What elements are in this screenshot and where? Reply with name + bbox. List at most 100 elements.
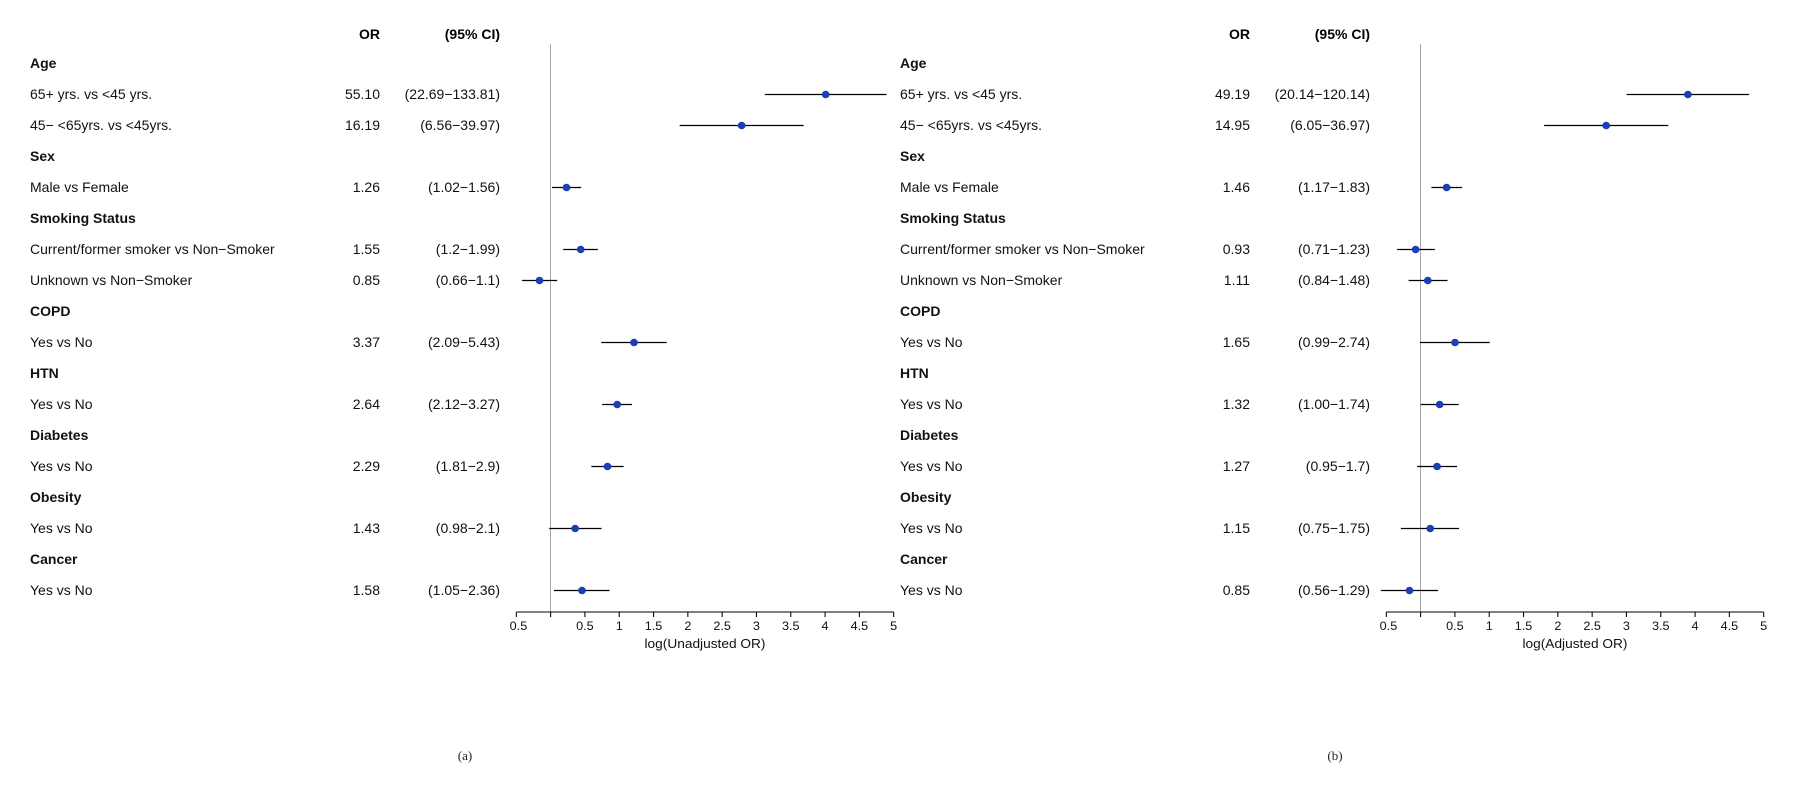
ci-value	[1258, 482, 1370, 513]
or-value: 2.29	[320, 451, 380, 482]
or-value: 0.85	[1190, 575, 1250, 606]
ci-value: (22.69−133.81)	[388, 79, 500, 110]
row-label: Yes vs No	[30, 575, 320, 606]
or-value	[1190, 544, 1250, 575]
x-tick-label: 1	[616, 619, 623, 633]
ci-header-a: (95% CI)	[388, 20, 500, 48]
or-value	[320, 203, 380, 234]
or-marker	[1427, 525, 1434, 531]
or-marker	[614, 401, 621, 407]
forest-table-a: Age65+ yrs. vs <45 yrs.45− <65yrs. vs <4…	[30, 20, 900, 730]
or-value: 14.95	[1190, 110, 1250, 141]
text-columns-b: Age65+ yrs. vs <45 yrs.45− <65yrs. vs <4…	[900, 20, 1370, 730]
group-header: Sex	[30, 141, 320, 172]
x-tick-label: 3.5	[1652, 619, 1670, 633]
row-label: Yes vs No	[900, 327, 1190, 358]
ci-value: (0.75−1.75)	[1258, 513, 1370, 544]
or-header-a: OR	[320, 20, 380, 48]
or-value	[1190, 482, 1250, 513]
or-value: 16.19	[320, 110, 380, 141]
or-value: 0.85	[320, 265, 380, 296]
ci-value: (20.14−120.14)	[1258, 79, 1370, 110]
or-marker	[536, 277, 543, 283]
col-ci-a: (95% CI) (22.69−133.81)(6.56−39.97) (1.02…	[380, 20, 500, 730]
or-value: 1.55	[320, 234, 380, 265]
ci-value	[1258, 420, 1370, 451]
row-label: Yes vs No	[900, 389, 1190, 420]
or-value: 1.43	[320, 513, 380, 544]
x-tick-label: 2	[1554, 619, 1561, 633]
or-marker	[1452, 339, 1459, 345]
ci-value: (1.00−1.74)	[1258, 389, 1370, 420]
text-columns-a: Age65+ yrs. vs <45 yrs.45− <65yrs. vs <4…	[30, 20, 500, 730]
row-label: 45− <65yrs. vs <45yrs.	[30, 110, 320, 141]
ci-value: (6.05−36.97)	[1258, 110, 1370, 141]
group-header: Diabetes	[900, 420, 1190, 451]
x-tick-label: 2	[684, 619, 691, 633]
col-label-header-a	[30, 20, 320, 48]
x-tick-label: 1.5	[1515, 619, 1533, 633]
group-header: Cancer	[30, 544, 320, 575]
or-value	[1190, 296, 1250, 327]
or-marker	[1434, 463, 1441, 469]
or-marker	[1406, 587, 1413, 593]
or-marker	[1685, 91, 1692, 97]
x-axis-label: log(Unadjusted OR)	[645, 636, 766, 651]
or-value: 1.32	[1190, 389, 1250, 420]
ci-value: (6.56−39.97)	[388, 110, 500, 141]
row-label: Unknown vs Non−Smoker	[900, 265, 1190, 296]
group-header: COPD	[900, 296, 1190, 327]
x-tick-label: 2.5	[713, 619, 731, 633]
or-value: 1.58	[320, 575, 380, 606]
or-marker	[577, 246, 584, 252]
group-header: Obesity	[900, 482, 1190, 513]
ci-value	[1258, 203, 1370, 234]
ci-value	[1258, 296, 1370, 327]
caption-b: (b)	[900, 748, 1770, 764]
or-value	[320, 296, 380, 327]
ci-value: (1.2−1.99)	[388, 234, 500, 265]
x-tick-label: 0.5	[1446, 619, 1464, 633]
or-value: 1.11	[1190, 265, 1250, 296]
caption-a: (a)	[30, 748, 900, 764]
or-value: 1.65	[1190, 327, 1250, 358]
ci-value	[388, 48, 500, 79]
x-tick-label: 4	[1692, 619, 1699, 633]
or-value: 3.37	[320, 327, 380, 358]
ci-value: (1.05−2.36)	[388, 575, 500, 606]
col-ci-b: (95% CI) (20.14−120.14)(6.05−36.97)(1.17…	[1250, 20, 1370, 730]
ci-value	[388, 358, 500, 389]
plot-area-b: -0.50.511.522.533.544.55log(Adjusted OR)	[1380, 20, 1770, 730]
row-label: Current/former smoker vs Non−Smoker	[900, 234, 1190, 265]
or-marker	[1424, 277, 1431, 283]
forest-plot-panel-a: Age65+ yrs. vs <45 yrs.45− <65yrs. vs <4…	[30, 20, 900, 792]
group-header: HTN	[900, 358, 1190, 389]
or-value	[320, 141, 380, 172]
or-marker	[572, 525, 579, 531]
ci-value: (0.99−2.74)	[1258, 327, 1370, 358]
or-value: 1.46	[1190, 172, 1250, 203]
or-marker	[738, 122, 745, 128]
col-or-b: OR 49.1914.951.460.931.111.651.321.271.1…	[1190, 20, 1250, 730]
or-value: 55.10	[320, 79, 380, 110]
ci-value: (0.71−1.23)	[1258, 234, 1370, 265]
ci-value	[388, 420, 500, 451]
group-header: Smoking Status	[30, 203, 320, 234]
row-label: Yes vs No	[30, 327, 320, 358]
or-value	[1190, 358, 1250, 389]
or-value: 49.19	[1190, 79, 1250, 110]
ci-value	[388, 482, 500, 513]
ci-value: (0.98−2.1)	[388, 513, 500, 544]
ci-value	[1258, 544, 1370, 575]
or-value: 1.15	[1190, 513, 1250, 544]
or-value	[320, 544, 380, 575]
row-label: Yes vs No	[900, 451, 1190, 482]
ci-value: (0.66−1.1)	[388, 265, 500, 296]
ci-value	[1258, 358, 1370, 389]
row-label: 65+ yrs. vs <45 yrs.	[900, 79, 1190, 110]
group-header: HTN	[30, 358, 320, 389]
ci-value: (1.02−1.56)	[388, 172, 500, 203]
x-tick-label: 1.5	[645, 619, 663, 633]
or-marker	[631, 339, 638, 345]
row-label: 45− <65yrs. vs <45yrs.	[900, 110, 1190, 141]
